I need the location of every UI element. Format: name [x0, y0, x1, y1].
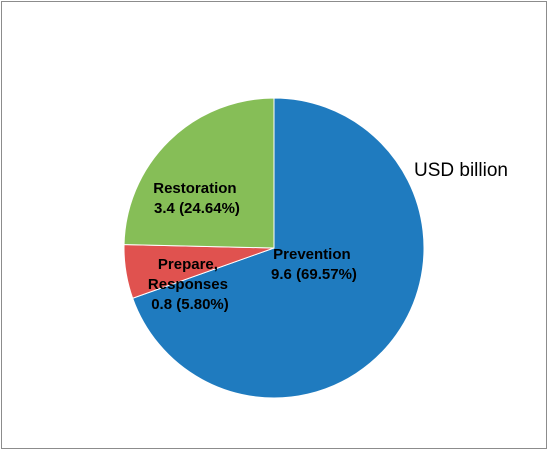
- label-prepare-line2: Responses: [148, 276, 228, 293]
- pie-slices: [123, 97, 425, 399]
- label-restoration-name: Restoration: [153, 180, 236, 197]
- label-prepare-responses: Prepare, Responses 0.8 (5.80%): [148, 256, 232, 313]
- unit-label: USD billion: [414, 160, 508, 181]
- label-prepare-line1: Prepare,: [158, 256, 218, 273]
- pie-slice-prevention: [132, 97, 425, 399]
- label-prevention-value: 9.6 (69.57%): [271, 266, 357, 283]
- label-prevention: Prevention 9.6 (69.57%): [271, 246, 357, 283]
- label-restoration: Restoration 3.4 (24.64%): [153, 180, 241, 217]
- pie-slice-restoration: [123, 97, 275, 249]
- pie-labels: Prevention 9.6 (69.57%) Prepare, Respons…: [148, 180, 357, 313]
- label-restoration-value: 3.4 (24.64%): [154, 200, 240, 217]
- label-prevention-name: Prevention: [273, 246, 351, 263]
- label-prepare-value: 0.8 (5.80%): [151, 296, 229, 313]
